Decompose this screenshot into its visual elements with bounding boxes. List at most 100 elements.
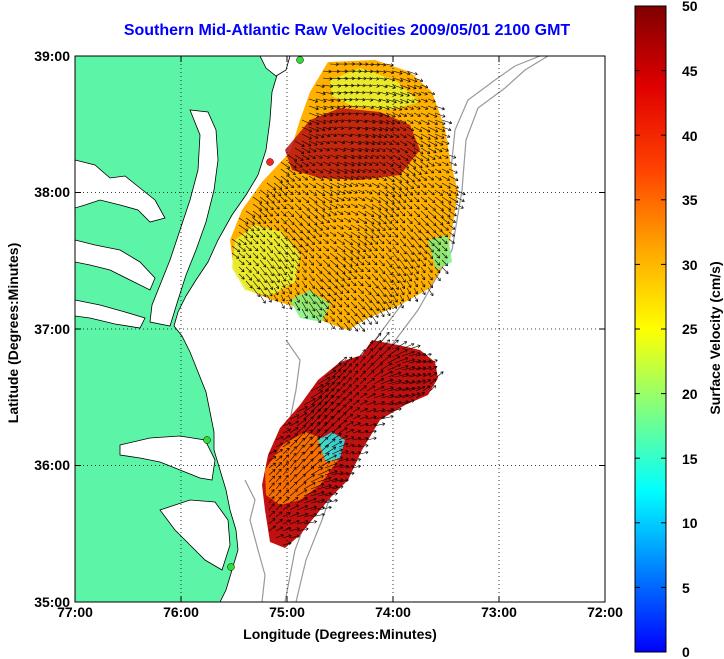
velocity-arrow — [238, 224, 249, 232]
velocity-arrow — [315, 91, 326, 96]
velocity-arrow — [275, 496, 282, 504]
velocity-arrow — [399, 105, 408, 111]
velocity-arrow — [429, 372, 438, 378]
velocity-arrow — [294, 140, 305, 147]
velocity-arrow — [371, 133, 382, 139]
velocity-arrow — [287, 168, 296, 175]
velocity-arrow — [392, 196, 401, 204]
velocity-arrow — [434, 217, 444, 226]
velocity-arrow — [357, 140, 369, 146]
velocity-arrow — [380, 331, 390, 343]
velocity-arrow — [315, 210, 325, 218]
velocity-arrow — [359, 407, 368, 413]
velocity-arrow — [434, 224, 443, 232]
velocity-arrow — [336, 126, 345, 130]
velocity-arrow — [420, 112, 429, 118]
velocity-arrow — [287, 210, 295, 218]
velocity-arrow — [371, 91, 381, 95]
velocity-arrow — [359, 392, 368, 399]
velocity-arrow — [329, 154, 339, 159]
velocity-arrow — [294, 273, 300, 281]
velocity-arrow — [287, 287, 292, 295]
velocity-arrow — [238, 245, 246, 252]
velocity-arrow — [352, 399, 360, 406]
velocity-arrow — [275, 442, 284, 448]
velocity-arrow — [322, 133, 331, 138]
velocity-arrow — [350, 252, 360, 260]
velocity-arrow — [364, 140, 376, 146]
velocity-arrow — [336, 266, 346, 275]
velocity-arrow — [296, 504, 309, 511]
velocity-arrow — [399, 224, 406, 231]
velocity-arrow — [399, 133, 407, 139]
velocity-arrow — [280, 287, 285, 295]
velocity-arrow — [350, 266, 358, 273]
velocity-arrow — [392, 147, 401, 153]
velocity-arrow — [364, 105, 374, 110]
velocity-arrow — [315, 154, 323, 159]
velocity-arrow — [371, 84, 380, 88]
velocity-arrow — [387, 355, 401, 364]
velocity-arrow — [259, 189, 270, 197]
velocity-arrow — [441, 168, 450, 174]
velocity-arrow — [329, 119, 338, 124]
velocity-arrow — [336, 203, 344, 208]
colorbar-tick-label: 30 — [682, 257, 698, 273]
velocity-arrow — [343, 182, 353, 188]
velocity-arrow — [317, 460, 331, 469]
colorbar-ticks — [635, 5, 666, 653]
velocity-arrow — [399, 168, 410, 176]
velocity-arrow — [380, 386, 394, 392]
velocity-arrow — [364, 98, 374, 102]
velocity-arrow — [310, 436, 321, 448]
velocity-arrow — [336, 154, 347, 160]
velocity-arrow — [315, 231, 323, 238]
velocity-arrow — [357, 308, 366, 318]
velocity-arrow — [343, 315, 351, 324]
velocity-arrow — [357, 231, 368, 239]
velocity-arrow — [301, 126, 313, 133]
velocity-arrow — [392, 252, 400, 262]
velocity-arrow — [357, 182, 365, 187]
velocity-arrow — [420, 84, 429, 89]
velocity-arrow — [357, 273, 364, 280]
velocity-arrow — [315, 238, 322, 245]
velocity-arrow — [366, 400, 377, 406]
velocity-arrow — [343, 217, 352, 223]
velocity-arrow — [303, 398, 316, 406]
velocity-arrow — [441, 224, 449, 231]
velocity-arrow — [282, 454, 290, 462]
velocity-arrow — [399, 266, 407, 277]
velocity-arrow — [385, 287, 393, 298]
velocity-arrow — [289, 420, 299, 427]
velocity-arrow — [315, 245, 322, 252]
velocity-arrow — [238, 273, 245, 280]
velocity-arrow — [287, 238, 296, 248]
velocity-arrow — [238, 259, 245, 266]
velocity-arrow — [294, 175, 302, 181]
velocity-arrow — [266, 238, 273, 246]
velocity-arrow — [303, 497, 317, 504]
velocity-arrow — [296, 466, 306, 476]
velocity-arrow — [310, 467, 324, 476]
velocity-arrow — [308, 231, 316, 239]
lon-tick-label: 77:00 — [57, 604, 93, 620]
velocity-arrow — [324, 477, 338, 483]
velocity-arrow — [364, 210, 375, 218]
velocity-arrow — [266, 266, 274, 277]
velocity-arrow — [343, 133, 353, 138]
velocity-arrow — [427, 196, 436, 204]
velocity-arrow — [303, 436, 313, 448]
velocity-arrow — [343, 252, 354, 260]
velocity-arrow — [401, 350, 415, 357]
velocity-arrow — [371, 252, 378, 259]
velocity-arrow — [343, 126, 352, 130]
velocity-arrow — [303, 474, 315, 483]
velocity-arrow — [245, 259, 252, 266]
velocity-arrow — [275, 489, 282, 497]
velocity-arrow — [420, 266, 426, 274]
velocity-arrow — [399, 280, 406, 289]
velocity-arrow — [413, 91, 422, 96]
velocity-arrow — [392, 203, 400, 211]
velocity-arrows — [231, 62, 466, 546]
